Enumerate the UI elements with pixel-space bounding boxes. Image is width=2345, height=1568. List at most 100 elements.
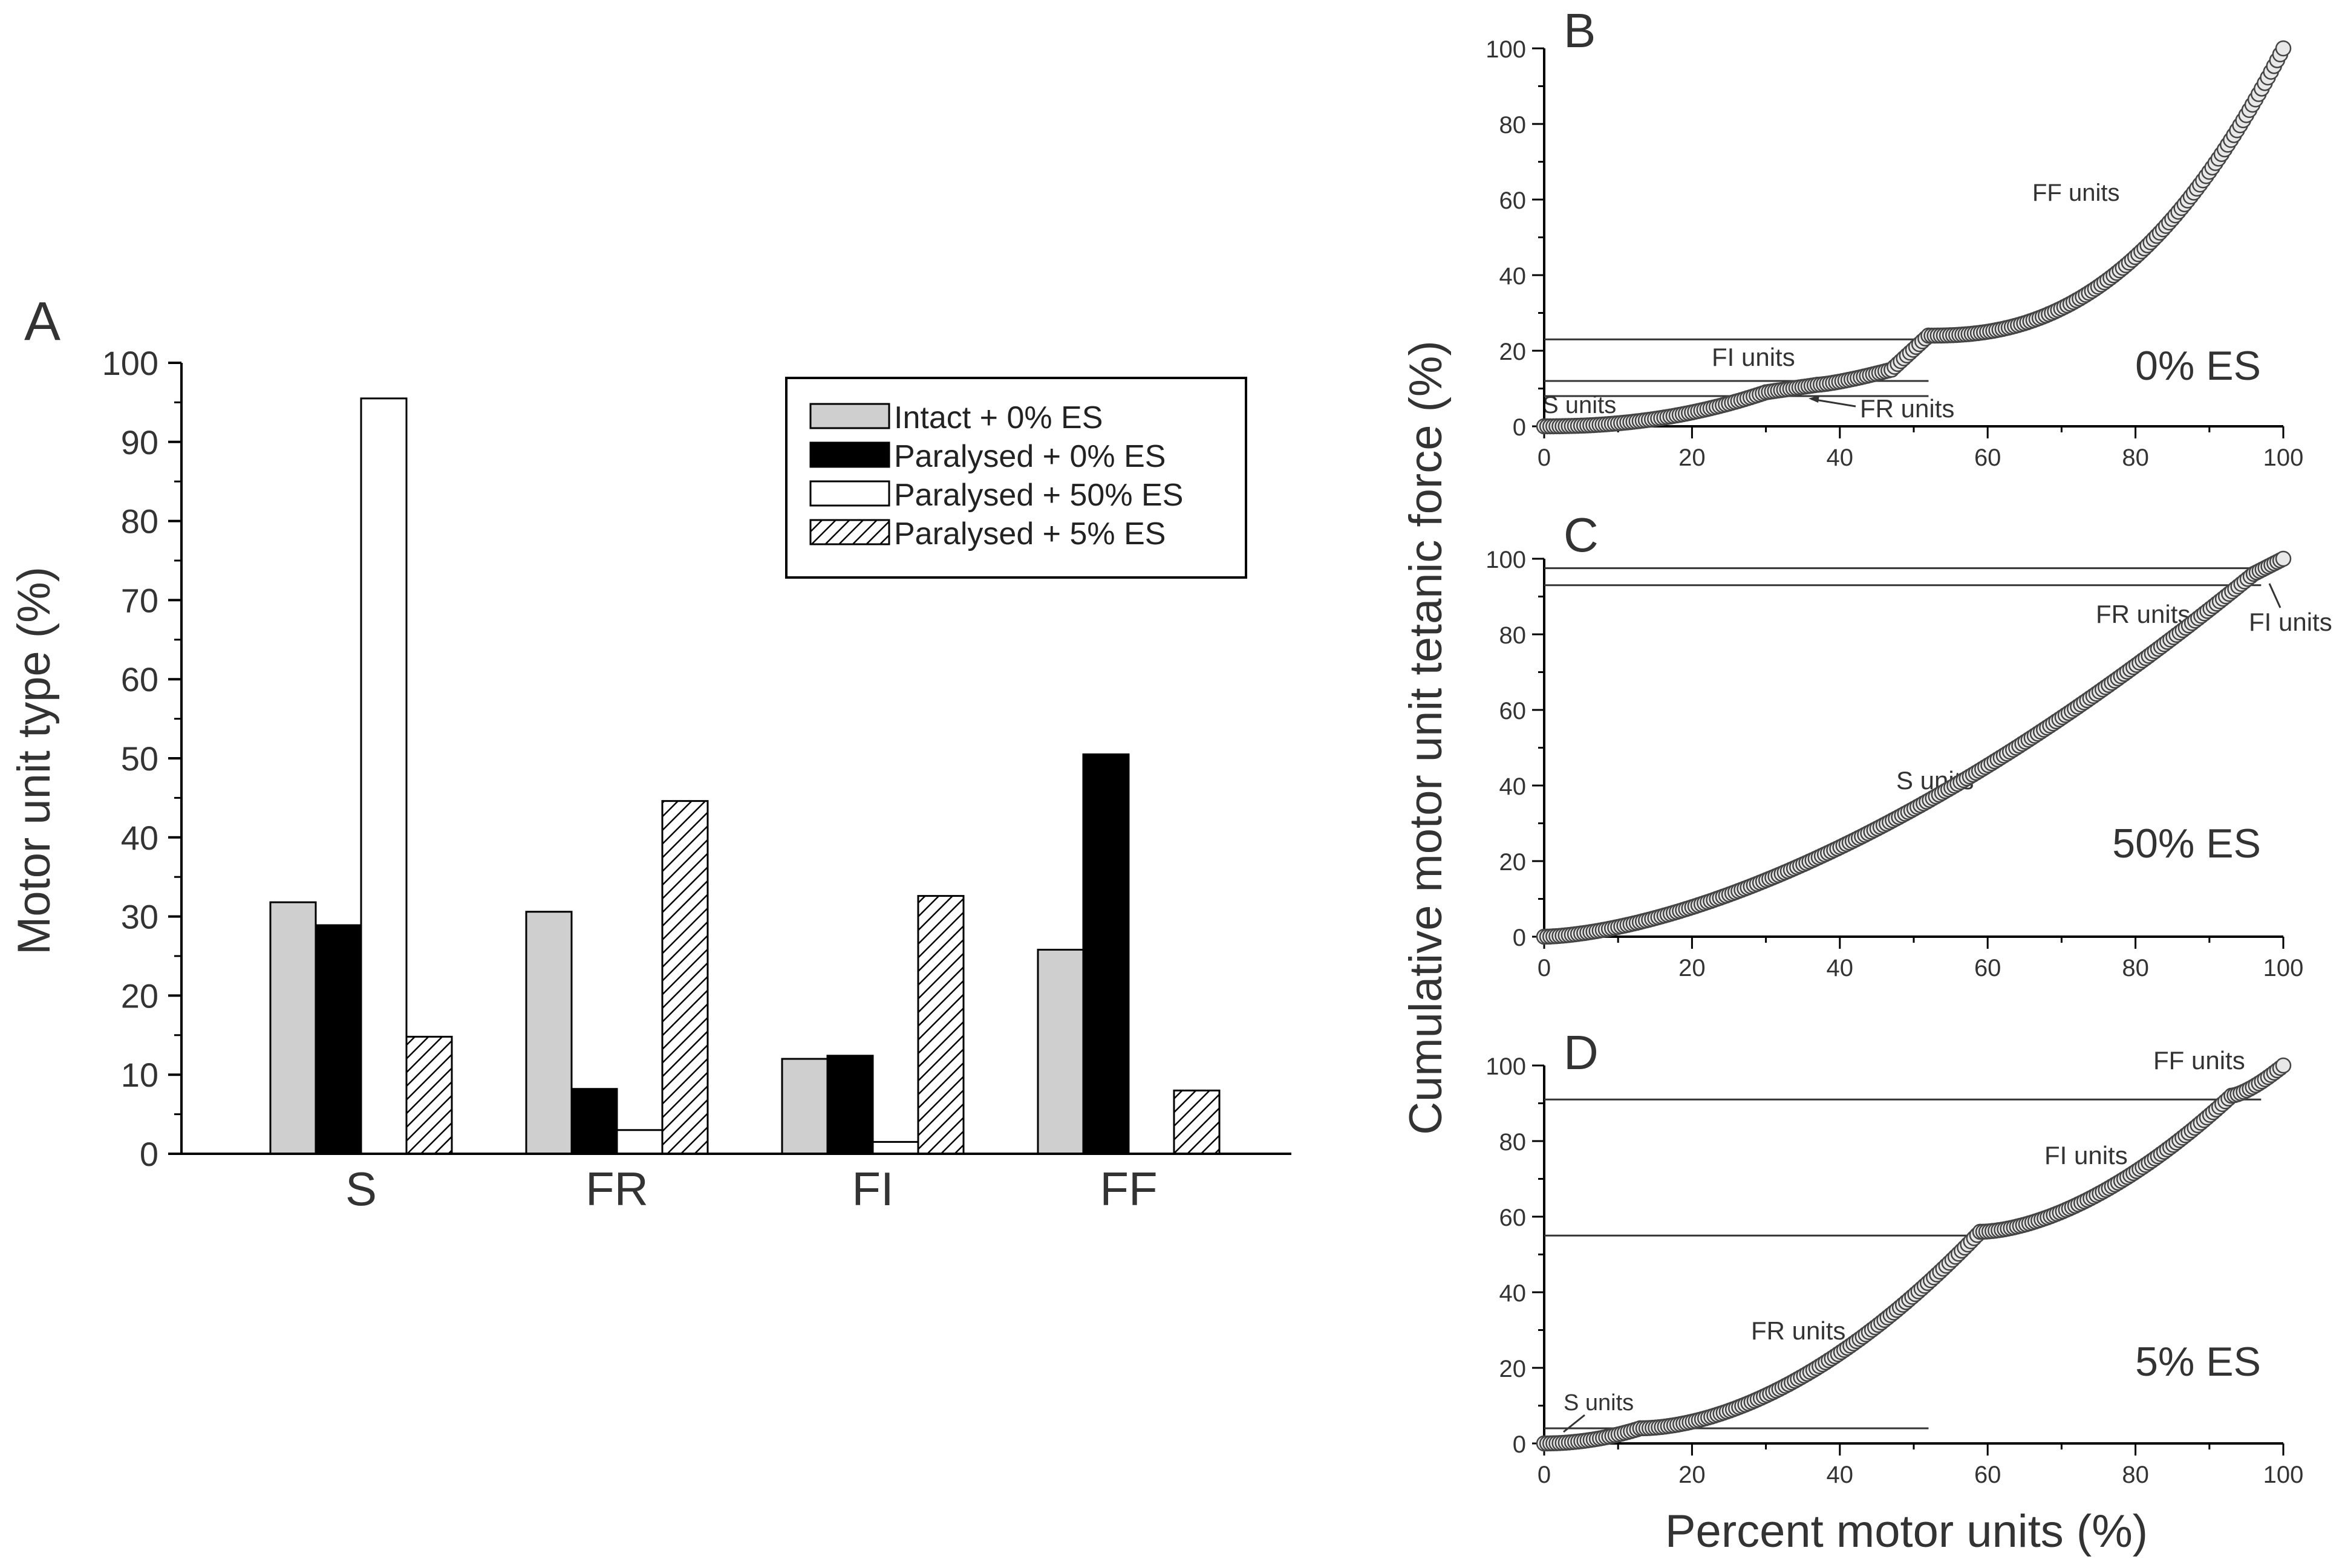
axes: 0 20 40 60 80 100 0 20 40 60 80 100 xyxy=(1486,36,2303,471)
legend-label-3: Paralysed + 50% ES xyxy=(894,478,1183,513)
x-tick-label: 100 xyxy=(2263,1462,2304,1488)
data-point xyxy=(2275,40,2292,57)
panel-a-label: A xyxy=(24,291,60,352)
y-tick-label: 10 xyxy=(121,1056,158,1094)
x-tick-label: 20 xyxy=(1678,955,1706,981)
legend-swatch-4 xyxy=(809,519,890,545)
y-tick-label: 20 xyxy=(1499,339,1527,365)
legend-label-4: Paralysed + 5% ES xyxy=(894,516,1166,551)
y-tick-label: 80 xyxy=(121,503,158,541)
bar-ff-series-2 xyxy=(1082,753,1130,1155)
panel-c: C 50% ES S units FR units FI units 02040… xyxy=(1486,508,2332,981)
panel-b-fr-arrowhead xyxy=(1808,395,1819,403)
x-tick-label: 40 xyxy=(1827,1462,1854,1488)
y-tick-label: 80 xyxy=(1499,1129,1527,1156)
x-category-label: FF xyxy=(1100,1162,1157,1215)
y-tick-label: 100 xyxy=(1486,36,1526,63)
legend-swatch-2 xyxy=(809,441,890,468)
y-tick-label: 80 xyxy=(1499,622,1527,649)
x-tick-label: 100 xyxy=(2263,955,2304,981)
panel-b-condition: 0% ES xyxy=(2135,343,2261,389)
x-tick-label: 100 xyxy=(2263,444,2304,471)
y-tick-label: 0 xyxy=(1513,1431,1526,1458)
x-tick-label: 20 xyxy=(1678,444,1706,471)
bar-s-series-4 xyxy=(405,1035,453,1155)
bar-fr-series-1 xyxy=(525,911,573,1155)
bar-ff-series-1 xyxy=(1037,949,1084,1155)
data-point xyxy=(2275,1057,2292,1074)
panel-a-axes: 0 10 20 30 40 50 60 70 80 90 100 S FR FI FF xyxy=(102,344,1291,1215)
data-point xyxy=(2275,550,2292,567)
panel-c-fi-arrow xyxy=(2268,583,2281,608)
panel-d-xlabel: Percent motor units (%) xyxy=(1665,1506,2148,1557)
y-tick-label: 60 xyxy=(121,660,158,698)
y-tick-label: 20 xyxy=(1499,1356,1527,1382)
panel-d-fr-units: FR units xyxy=(1751,1316,1845,1345)
y-tick-label: 50 xyxy=(121,740,158,778)
panel-b-ff-units: FF units xyxy=(2032,180,2119,206)
bar-fr-series-3 xyxy=(616,1129,664,1155)
bar-s-series-1 xyxy=(269,901,317,1155)
data-points xyxy=(1536,1057,2292,1452)
legend-swatch-1 xyxy=(809,403,890,429)
panel-d-condition: 5% ES xyxy=(2135,1339,2261,1385)
panel-b-fr-units: FR units xyxy=(1860,394,1954,423)
panel-b-fr-arrow xyxy=(1811,398,1856,408)
y-tick-label: 60 xyxy=(1499,698,1527,724)
y-tick-label: 20 xyxy=(121,977,158,1015)
y-tick-label: 0 xyxy=(1513,925,1526,951)
y-tick-label: 30 xyxy=(121,898,158,936)
x-tick-label: 60 xyxy=(1974,955,2001,981)
panel-b-label: B xyxy=(1564,4,1596,57)
panel-c-label: C xyxy=(1564,508,1599,562)
y-tick-label: 20 xyxy=(1499,849,1527,876)
panel-a-ylabel: Motor unit type (%) xyxy=(8,567,60,955)
legend-swatch-3 xyxy=(809,480,890,507)
y-tick-label: 100 xyxy=(1486,1053,1526,1080)
y-tick-label: 70 xyxy=(121,581,158,619)
x-tick-label: 80 xyxy=(2122,444,2149,471)
bar-fr-series-2 xyxy=(570,1088,618,1155)
panel-c-fr-units: FR units xyxy=(2096,600,2190,628)
panel-c-fi-units: FI units xyxy=(2249,608,2332,636)
x-tick-label: 60 xyxy=(1974,444,2001,471)
axes: 0 20 40 60 80 100 0 20 40 60 80 100 xyxy=(1486,1053,2303,1488)
data-points xyxy=(1536,40,2292,435)
panel-d-label: D xyxy=(1564,1026,1599,1079)
bar-s-series-3 xyxy=(360,397,408,1155)
bar-fi-series-1 xyxy=(781,1058,829,1155)
x-tick-label: 0 xyxy=(1538,444,1551,471)
bar-ff-series-4 xyxy=(1173,1089,1221,1155)
panel-c-condition: 50% ES xyxy=(2112,821,2261,867)
shared-ylabel: Cumulative motor unit tetanic force (%) xyxy=(1400,340,1452,1135)
y-tick-label: 100 xyxy=(102,344,158,382)
y-tick-label: 60 xyxy=(1499,1205,1527,1231)
x-tick-label: 0 xyxy=(1538,1462,1551,1488)
panel-b: B 0% ES S units FI units FR units FF uni… xyxy=(1486,4,2303,471)
data-points xyxy=(1536,550,2292,945)
panel-a: A Motor unit type (%) 0 10 20 30 40 50 60 70 80 9… xyxy=(8,291,1291,1215)
bar-fi-series-3 xyxy=(872,1140,919,1155)
x-tick-label: 60 xyxy=(1974,1462,2001,1488)
y-tick-label: 40 xyxy=(1499,263,1527,290)
x-category-label: FI xyxy=(852,1162,893,1215)
y-tick-label: 60 xyxy=(1499,187,1527,214)
y-tick-label: 40 xyxy=(1499,773,1527,800)
y-tick-label: 80 xyxy=(1499,112,1527,138)
x-tick-label: 40 xyxy=(1827,444,1854,471)
x-tick-label: 20 xyxy=(1678,1462,1706,1488)
x-tick-label: 40 xyxy=(1827,955,1854,981)
panel-d: D 5% ES S units FR units FI units FF uni… xyxy=(1486,1026,2303,1557)
bar-fr-series-4 xyxy=(661,800,709,1155)
y-tick-label: 90 xyxy=(121,423,158,461)
y-tick-label: 40 xyxy=(1499,1280,1527,1307)
y-tick-label: 0 xyxy=(140,1135,158,1173)
panel-d-ff-units: FF units xyxy=(2153,1046,2245,1075)
x-tick-label: 80 xyxy=(2122,955,2149,981)
panel-d-fi-units: FI units xyxy=(2044,1141,2128,1169)
panel-d-s-units: S units xyxy=(1564,1390,1634,1416)
x-tick-label: 80 xyxy=(2122,1462,2149,1488)
x-tick-label: 0 xyxy=(1538,955,1551,981)
x-category-label: FR xyxy=(585,1162,648,1215)
